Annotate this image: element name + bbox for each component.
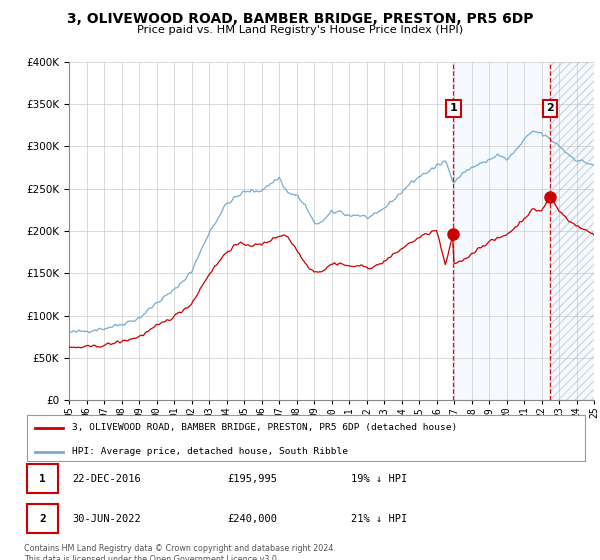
Text: HPI: Average price, detached house, South Ribble: HPI: Average price, detached house, Sout… [72, 447, 348, 456]
Text: 3, OLIVEWOOD ROAD, BAMBER BRIDGE, PRESTON, PR5 6DP (detached house): 3, OLIVEWOOD ROAD, BAMBER BRIDGE, PRESTO… [72, 423, 457, 432]
Text: 3, OLIVEWOOD ROAD, BAMBER BRIDGE, PRESTON, PR5 6DP: 3, OLIVEWOOD ROAD, BAMBER BRIDGE, PRESTO… [67, 12, 533, 26]
FancyBboxPatch shape [27, 464, 58, 493]
Bar [550, 62, 596, 400]
Text: 1: 1 [449, 103, 457, 113]
Text: Price paid vs. HM Land Registry's House Price Index (HPI): Price paid vs. HM Land Registry's House … [137, 25, 463, 35]
Text: 2: 2 [39, 514, 46, 524]
Text: 1: 1 [39, 474, 46, 484]
Text: £195,995: £195,995 [227, 474, 277, 484]
FancyBboxPatch shape [27, 416, 585, 461]
Text: 30-JUN-2022: 30-JUN-2022 [72, 514, 140, 524]
FancyBboxPatch shape [27, 505, 58, 533]
Text: Contains HM Land Registry data © Crown copyright and database right 2024.
This d: Contains HM Land Registry data © Crown c… [24, 544, 336, 560]
Text: 19% ↓ HPI: 19% ↓ HPI [351, 474, 407, 484]
Bar [550, 62, 596, 400]
Bar [454, 62, 596, 400]
Text: £240,000: £240,000 [227, 514, 277, 524]
Text: 2: 2 [547, 103, 554, 113]
Text: 22-DEC-2016: 22-DEC-2016 [72, 474, 140, 484]
Text: 21% ↓ HPI: 21% ↓ HPI [351, 514, 407, 524]
